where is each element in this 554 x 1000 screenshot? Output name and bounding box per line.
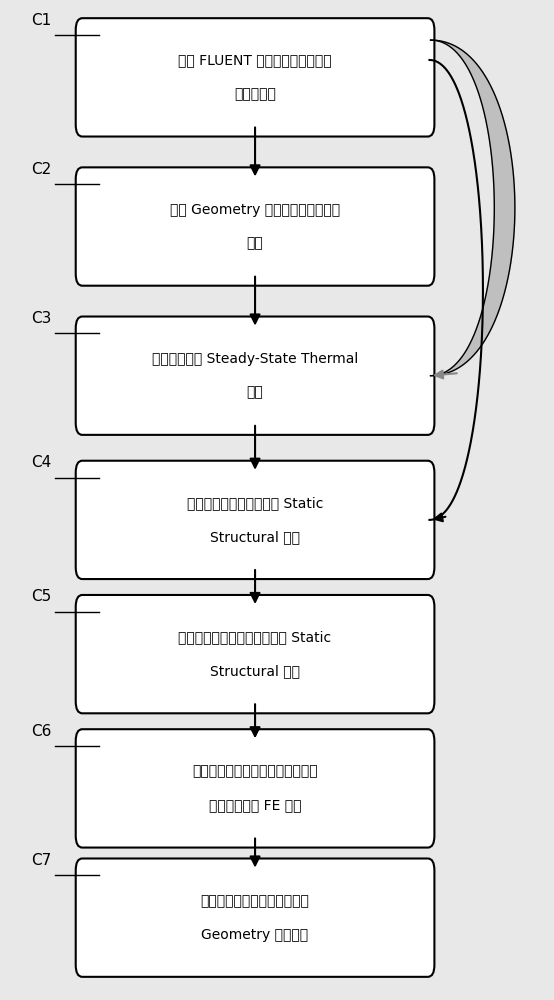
Text: C6: C6 [31,724,52,739]
FancyBboxPatch shape [76,317,434,435]
FancyBboxPatch shape [76,167,434,286]
FancyBboxPatch shape [76,595,434,713]
Text: 体模型，插入 FE 模块: 体模型，插入 FE 模块 [209,798,301,812]
Text: 添加 Geometry 几何模块，导入装配: 添加 Geometry 几何模块，导入装配 [170,203,340,217]
Text: 工作台和油腔有限元模型转化为实: 工作台和油腔有限元模型转化为实 [192,764,318,778]
Text: C2: C2 [31,162,52,177]
Text: 热分析，插入 Steady-State Thermal: 热分析，插入 Steady-State Thermal [152,352,358,366]
Polygon shape [430,40,515,376]
FancyBboxPatch shape [76,18,434,137]
Text: 导出工作台和油腔实体，插入: 导出工作台和油腔实体，插入 [201,894,310,908]
Text: 线性静力结构分析，插入 Static: 线性静力结构分析，插入 Static [187,496,323,510]
FancyBboxPatch shape [76,461,434,579]
Text: Structural 模块: Structural 模块 [210,530,300,544]
FancyBboxPatch shape [76,858,434,977]
Text: 更新变形后的实体模型，复制 Static: 更新变形后的实体模型，复制 Static [178,630,332,644]
Text: C1: C1 [31,13,52,28]
Text: C3: C3 [31,311,52,326]
Text: C4: C4 [31,455,52,470]
Text: 添加 FLUENT 模块，对初始油膜重: 添加 FLUENT 模块，对初始油膜重 [178,53,332,67]
Text: C7: C7 [31,853,52,868]
Text: Structural 模块: Structural 模块 [210,664,300,678]
Text: 新迭代计算: 新迭代计算 [234,87,276,101]
Text: 模型: 模型 [247,236,264,250]
Text: Geometry 几何模块: Geometry 几何模块 [202,928,309,942]
FancyBboxPatch shape [76,729,434,848]
Text: C5: C5 [31,589,52,604]
Text: 模块: 模块 [247,386,264,400]
